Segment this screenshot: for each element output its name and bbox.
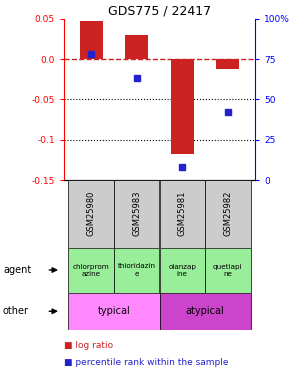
Bar xyxy=(216,59,239,69)
Text: GSM25981: GSM25981 xyxy=(178,191,187,237)
Bar xyxy=(68,248,114,292)
Text: GSM25982: GSM25982 xyxy=(223,191,232,237)
Bar xyxy=(125,35,148,59)
Bar xyxy=(80,21,103,59)
Bar xyxy=(205,180,251,248)
Text: agent: agent xyxy=(3,265,31,275)
Text: ■ log ratio: ■ log ratio xyxy=(64,341,113,350)
Text: ■ percentile rank within the sample: ■ percentile rank within the sample xyxy=(64,358,228,367)
Text: quetiapi
ne: quetiapi ne xyxy=(213,264,243,276)
Bar xyxy=(114,180,160,248)
Text: olanzap
ine: olanzap ine xyxy=(168,264,196,276)
Text: atypical: atypical xyxy=(186,306,224,316)
Title: GDS775 / 22417: GDS775 / 22417 xyxy=(108,4,211,18)
Text: other: other xyxy=(3,306,29,316)
Bar xyxy=(68,292,160,330)
Bar xyxy=(114,248,160,292)
Bar xyxy=(160,292,251,330)
Text: thioridazin
e: thioridazin e xyxy=(118,264,156,276)
Text: typical: typical xyxy=(97,306,130,316)
Bar xyxy=(171,59,194,154)
Bar xyxy=(160,180,205,248)
Text: chlorprom
azine: chlorprom azine xyxy=(73,264,110,276)
Text: GSM25983: GSM25983 xyxy=(132,191,141,237)
Bar xyxy=(160,248,205,292)
Bar xyxy=(68,180,114,248)
Bar xyxy=(205,248,251,292)
Text: GSM25980: GSM25980 xyxy=(87,191,96,237)
